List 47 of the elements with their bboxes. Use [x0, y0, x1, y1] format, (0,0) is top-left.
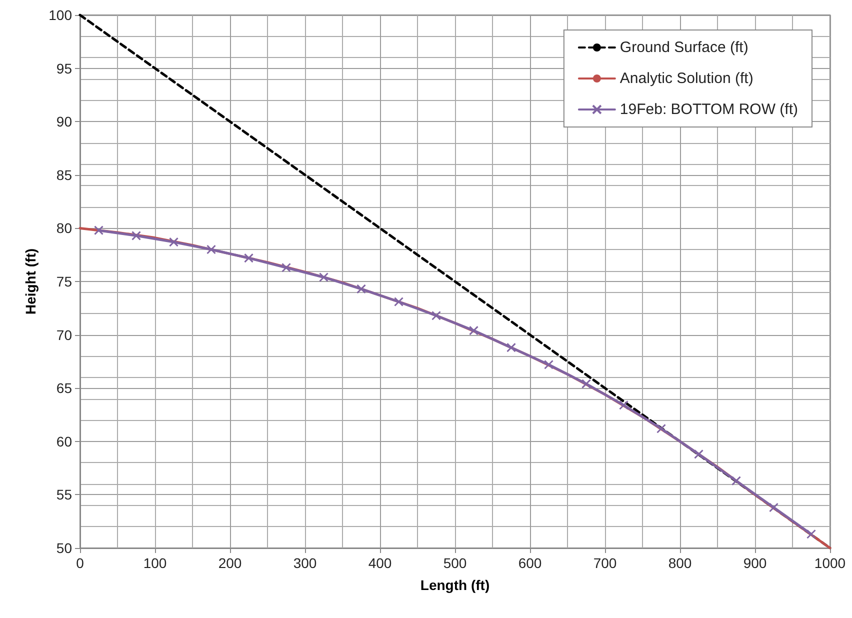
- point: [206, 244, 216, 254]
- x-tick-label: 800: [668, 555, 692, 571]
- y-tick-label: 55: [56, 486, 72, 503]
- y-tick-label: 50: [56, 540, 72, 556]
- x-tick-label: 600: [518, 555, 542, 571]
- x-tick-label: 500: [443, 555, 467, 571]
- point: [244, 253, 254, 263]
- y-tick-label: 65: [56, 380, 72, 396]
- point: [582, 379, 591, 389]
- x-tick-label: 900: [743, 555, 767, 571]
- x-tick-label: 300: [293, 555, 317, 571]
- point: [769, 502, 778, 512]
- x-tick-label: 100: [143, 555, 167, 571]
- point: [694, 449, 704, 459]
- x-tick-label: 200: [218, 555, 242, 571]
- point: [394, 297, 404, 307]
- x-tick-label: 700: [593, 555, 617, 571]
- point: [619, 400, 628, 410]
- x-tick-label: 400: [368, 555, 392, 571]
- x-tick-label: 0: [76, 555, 84, 571]
- y-tick-label: 95: [56, 60, 72, 76]
- y-tick-label: 100: [48, 7, 72, 23]
- point: [544, 360, 554, 370]
- y-tick-label: 75: [56, 274, 72, 290]
- point: [132, 230, 141, 240]
- legend-label: 19Feb: BOTTOM ROW (ft): [620, 101, 798, 118]
- point: [282, 262, 291, 272]
- y-tick-label: 80: [56, 220, 72, 236]
- x-axis-title: Length (ft): [420, 577, 490, 593]
- point: [356, 284, 366, 294]
- y-tick-label: 85: [56, 166, 72, 183]
- point: [432, 310, 441, 320]
- point: [656, 424, 666, 434]
- y-axis-title: Height (ft): [22, 248, 39, 315]
- point: [469, 326, 478, 336]
- point: [319, 272, 328, 282]
- point: [169, 237, 178, 247]
- point: [94, 226, 104, 236]
- y-tick-label: 60: [56, 433, 72, 450]
- y-tick-label: 90: [56, 114, 72, 130]
- point: [806, 529, 816, 539]
- x-tick-label: 1000: [814, 555, 846, 571]
- legend-label: Ground Surface (ft): [620, 39, 748, 56]
- point: [732, 476, 741, 486]
- legend-label: Analytic Solution (ft): [620, 70, 754, 87]
- point: [506, 342, 516, 352]
- y-tick-label: 70: [56, 326, 72, 343]
